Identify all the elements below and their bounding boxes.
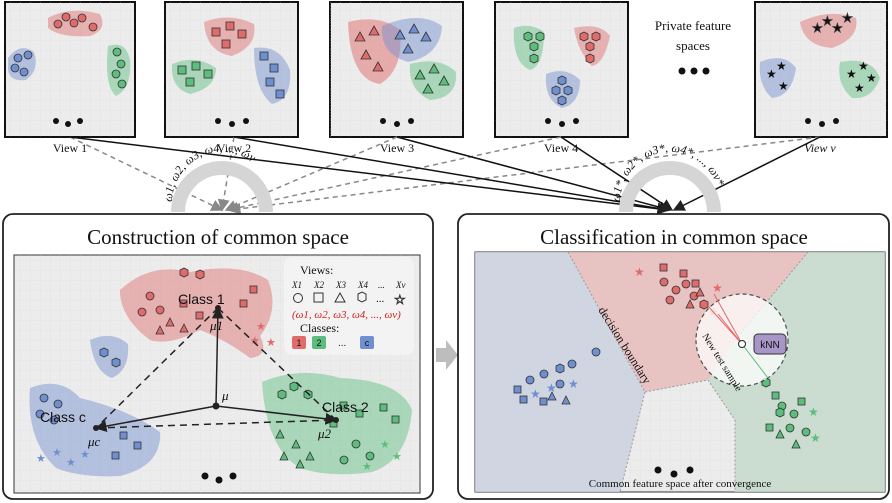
weight-arc-right: ω1*, ω2*, ω3*, ω4*, ..., ωv* — [609, 141, 728, 213]
svg-text:★: ★ — [846, 67, 857, 81]
legend-weights: (ω1, ω2, ω3, ω4, ..., ωv) — [292, 309, 401, 321]
legend-view-key-1: X1 — [291, 280, 302, 290]
ellipsis-dots-right — [654, 466, 694, 478]
svg-text:★: ★ — [362, 461, 372, 473]
private-caption-line2: spaces — [676, 38, 710, 53]
class-2-label: Class 2 — [322, 399, 369, 415]
svg-text:★: ★ — [266, 337, 276, 349]
svg-text:★: ★ — [634, 265, 645, 279]
legend-box: Views: X1 X2 X3 X4 ... Xv ... ☆ (ω1, ω2,… — [284, 257, 414, 355]
legend-view-key-dots: ... — [378, 280, 385, 290]
svg-text:★: ★ — [36, 453, 46, 465]
svg-text:★: ★ — [778, 79, 789, 93]
view-label-2: View 2 — [217, 141, 251, 155]
right-panel-title: Classification in common space — [540, 225, 808, 249]
ellipsis-dots-left — [201, 472, 237, 484]
view-label-v: View v — [804, 141, 836, 155]
svg-text:...: ... — [376, 293, 385, 305]
legend-class-key-1: 1 — [296, 338, 301, 348]
common-space-caption: Common feature space after convergence — [589, 478, 772, 490]
svg-text:★: ★ — [52, 447, 62, 459]
panel-transition-arrow — [436, 340, 458, 370]
legend-class-key-2: 2 — [316, 338, 321, 348]
class-1-label: Class 1 — [178, 291, 225, 307]
view-label-4: View 4 — [544, 141, 578, 155]
svg-text:★: ★ — [568, 377, 579, 391]
view-panel-4 — [494, 1, 629, 138]
legend-view-key-2: X2 — [313, 280, 324, 290]
svg-text:★: ★ — [842, 11, 853, 25]
svg-text:★: ★ — [832, 21, 843, 35]
svg-text:★: ★ — [854, 81, 865, 95]
svg-text:★: ★ — [810, 431, 821, 445]
mu-global: μ — [221, 388, 229, 403]
view-to-common-connectors — [69, 136, 821, 215]
legend-view-shapes — [293, 291, 367, 303]
ellipsis-dots-top — [678, 67, 710, 75]
svg-text:★: ★ — [380, 439, 390, 451]
legend-view-key-4: X4 — [357, 280, 368, 290]
weight-arc-left: ω1, ω2, ω3, ω4, ..., ωv — [161, 141, 273, 213]
mu-1: μ1 — [209, 318, 223, 333]
view-label-1: View 1 — [53, 141, 87, 155]
svg-text:★: ★ — [712, 281, 723, 295]
legend-classes-title: Classes: — [300, 321, 339, 335]
view-panel-v: ★ ★ ★★ ★★ ★ ★★ ★★ — [754, 1, 888, 138]
svg-text:★: ★ — [530, 387, 541, 401]
svg-text:★: ★ — [546, 381, 557, 395]
svg-text:★: ★ — [80, 449, 90, 461]
mu-c: μc — [87, 434, 101, 449]
view-panel-2 — [164, 1, 299, 138]
svg-text:★: ★ — [256, 321, 266, 333]
view-panel-1 — [4, 1, 136, 138]
right-panel: Classification in common space decision … — [457, 213, 890, 500]
left-panel-title: Construction of common space — [87, 225, 349, 249]
view-panel-3 — [329, 1, 464, 138]
svg-text:★: ★ — [66, 457, 76, 469]
legend-views-title: Views: — [300, 263, 333, 277]
legend-class-key-dots: ... — [338, 338, 346, 349]
private-caption-line1: Private feature — [655, 18, 731, 33]
svg-text:★: ★ — [776, 59, 787, 73]
class-c-label: Class c — [40, 409, 86, 425]
svg-text:★: ★ — [392, 451, 402, 463]
legend-view-key-3: X3 — [335, 280, 346, 290]
svg-text:★: ★ — [250, 335, 260, 347]
svg-text:★: ★ — [812, 21, 823, 35]
svg-text:★: ★ — [766, 67, 777, 81]
left-panel: Construction of common space ★★★ — [2, 213, 434, 500]
legend-view-key-v: Xv — [395, 280, 406, 290]
svg-text:★: ★ — [822, 14, 833, 28]
svg-text:★: ★ — [808, 405, 819, 419]
svg-text:☆: ☆ — [394, 292, 406, 307]
knn-label: kNN — [760, 340, 779, 351]
svg-text:★: ★ — [858, 59, 869, 73]
private-view-panels: Private feature spaces ★ ★ ★★ ★★ ★ ★★ ★★ — [4, 1, 888, 138]
legend-class-key-c: c — [365, 338, 370, 348]
svg-text:★: ★ — [866, 71, 877, 85]
view-label-3: View 3 — [380, 141, 414, 155]
mu-2: μ2 — [317, 426, 332, 441]
